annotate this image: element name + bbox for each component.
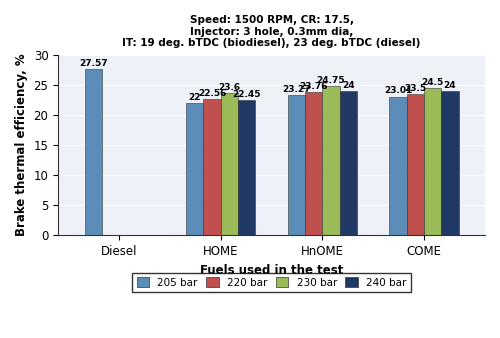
Y-axis label: Brake thermal efficiency, %: Brake thermal efficiency, % — [15, 54, 28, 236]
Bar — [221, 93, 238, 236]
X-axis label: Fuels used in the test: Fuels used in the test — [200, 264, 344, 277]
Text: 23.5: 23.5 — [404, 83, 426, 93]
Bar — [390, 97, 406, 236]
Bar — [406, 94, 424, 236]
Text: 24: 24 — [342, 80, 354, 90]
Title: Speed: 1500 RPM, CR: 17.5,
Injector: 3 hole, 0.3mm dia,
IT: 19 deg. bTDC (biodie: Speed: 1500 RPM, CR: 17.5, Injector: 3 h… — [122, 15, 421, 48]
Text: 24: 24 — [444, 80, 456, 90]
Bar — [238, 100, 256, 236]
Bar — [424, 88, 442, 236]
Text: 24.75: 24.75 — [316, 76, 346, 85]
Bar — [322, 86, 340, 236]
Bar — [84, 69, 102, 236]
Text: 22.45: 22.45 — [232, 90, 261, 99]
Text: 24.5: 24.5 — [422, 77, 444, 87]
Text: 22.56: 22.56 — [198, 89, 226, 98]
Bar — [340, 91, 357, 236]
Bar — [186, 103, 204, 236]
Bar — [442, 91, 458, 236]
Bar — [288, 95, 305, 236]
Bar — [305, 92, 322, 236]
Text: 22: 22 — [188, 93, 201, 102]
Text: 23.01: 23.01 — [384, 87, 412, 96]
Text: 27.57: 27.57 — [79, 59, 108, 68]
Bar — [204, 99, 221, 236]
Text: 23.76: 23.76 — [300, 82, 328, 91]
Text: 23.6: 23.6 — [218, 83, 240, 92]
Text: 23.27: 23.27 — [282, 85, 310, 94]
Legend: 205 bar, 220 bar, 230 bar, 240 bar: 205 bar, 220 bar, 230 bar, 240 bar — [132, 273, 410, 292]
